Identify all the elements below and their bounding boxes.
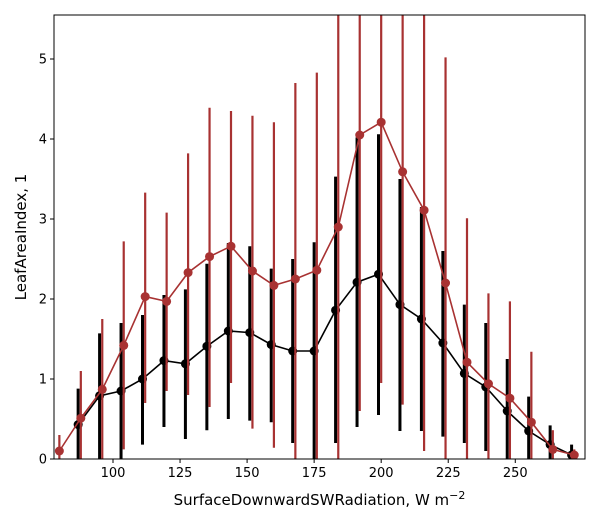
- y-tick-label: 3: [39, 213, 47, 228]
- plot-frame: [53, 14, 586, 460]
- x-tick-label: 100: [101, 466, 126, 481]
- data-point: [569, 450, 579, 459]
- data-point: [398, 167, 408, 177]
- x-tick-label: 250: [503, 466, 528, 481]
- y-tick-label: 0: [39, 453, 47, 468]
- data-point: [54, 446, 64, 456]
- y-tick-label: 1: [39, 373, 47, 388]
- data-point: [269, 280, 279, 290]
- data-point: [312, 265, 322, 275]
- data-point: [462, 357, 472, 367]
- x-tick-label: 200: [369, 466, 394, 481]
- data-point: [376, 117, 386, 127]
- series-group: [54, 15, 579, 459]
- x-tick-label: 175: [302, 466, 327, 481]
- x-axis-label-text: SurfaceDownwardSWRadiation, W m: [174, 491, 450, 509]
- data-point: [526, 417, 536, 427]
- axis-ticks: 100 125 150 175 200 225 250 0 1 2 3 4 5: [39, 53, 528, 482]
- data-point: [290, 274, 300, 284]
- x-tick-label: 150: [235, 466, 260, 481]
- data-point: [419, 205, 429, 215]
- data-point: [226, 241, 236, 251]
- x-axis-label: SurfaceDownwardSWRadiation, W m−2: [174, 489, 466, 509]
- x-axis-label-exponent: −2: [449, 489, 465, 502]
- y-tick-label: 4: [39, 133, 47, 148]
- data-point: [505, 393, 515, 403]
- y-axis-label: LeafAreaIndex, 1: [12, 174, 30, 301]
- data-point: [548, 444, 558, 454]
- data-point: [162, 296, 172, 306]
- y-tick-label: 2: [39, 293, 47, 308]
- x-tick-label: 125: [168, 466, 193, 481]
- x-tick-label: 225: [436, 466, 461, 481]
- data-point: [355, 130, 365, 140]
- series-line: [77, 273, 572, 456]
- data-point: [441, 278, 451, 288]
- data-point: [205, 252, 215, 262]
- data-point: [140, 292, 150, 302]
- data-point: [97, 384, 107, 394]
- data-point: [76, 413, 86, 423]
- data-point: [183, 268, 193, 278]
- data-point: [483, 379, 493, 389]
- data-point: [119, 340, 129, 350]
- plot-area: [54, 15, 579, 459]
- y-tick-label: 5: [39, 53, 47, 68]
- data-point: [333, 222, 343, 232]
- data-point: [247, 266, 257, 276]
